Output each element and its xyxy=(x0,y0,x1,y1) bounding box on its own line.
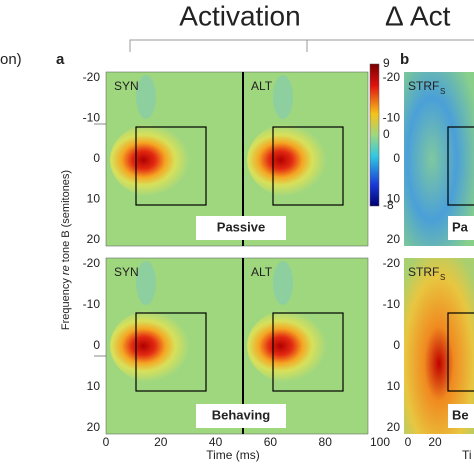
x-tick-label: 20 xyxy=(428,435,442,449)
fragment: on) xyxy=(0,51,22,68)
x-tick-label: 0 xyxy=(405,435,412,449)
x-tick-label: 100 xyxy=(370,435,390,449)
y-tick-label: -10 xyxy=(83,111,101,125)
bracket xyxy=(129,39,474,52)
condition: Behaving xyxy=(212,407,271,422)
blob xyxy=(110,308,206,384)
y-tick-label: -20 xyxy=(383,256,401,270)
y-tick-label: 0 xyxy=(93,151,100,165)
window-box xyxy=(272,312,344,392)
x-title: Ti xyxy=(462,448,472,462)
blob xyxy=(110,122,206,198)
y-tick-label: -20 xyxy=(383,70,401,84)
strf-sub: S xyxy=(440,273,445,282)
title-b: Δ Act xyxy=(385,0,451,31)
y-tick-label: 0 xyxy=(93,338,100,352)
faint xyxy=(273,261,293,305)
y-tick-label: 0 xyxy=(393,151,400,165)
x-title: Time (ms) xyxy=(206,448,260,462)
subpanel-label: SYN xyxy=(114,265,139,279)
y-tick-label: 20 xyxy=(87,420,101,434)
subpanel-label: ALT xyxy=(251,79,273,93)
condition-box xyxy=(448,216,474,240)
x-tick-label: 20 xyxy=(154,435,168,449)
x-tick-label: 40 xyxy=(209,435,223,449)
y-tick-label: -10 xyxy=(383,297,401,311)
blob xyxy=(247,122,343,198)
x-tick-label: 80 xyxy=(319,435,333,449)
y-tick-label: 10 xyxy=(387,192,401,206)
window-box xyxy=(135,312,207,392)
condition-box xyxy=(196,216,286,240)
colorbar xyxy=(369,63,380,207)
window-box xyxy=(447,126,474,206)
window-box xyxy=(135,126,207,206)
colorbar-label: 9 xyxy=(383,56,390,70)
y-tick-label: -20 xyxy=(83,256,101,270)
y-tick-label: 10 xyxy=(87,379,101,393)
panel-label: b xyxy=(400,51,409,68)
x-tick-label: 60 xyxy=(264,435,278,449)
condition-box xyxy=(448,404,474,428)
y-tick-label: -10 xyxy=(83,297,101,311)
y-tick-label: 10 xyxy=(87,192,101,206)
condition: Passive xyxy=(217,219,265,234)
blob xyxy=(247,308,343,384)
window-box xyxy=(447,312,474,392)
y-tick-label: 20 xyxy=(387,232,401,246)
y-tick-label: 10 xyxy=(387,379,401,393)
condition: Be xyxy=(452,407,469,422)
title: Activation xyxy=(179,0,300,31)
colorbar-label: -8 xyxy=(383,198,394,212)
strf-label: STRF xyxy=(408,79,439,93)
faint xyxy=(136,261,156,305)
faint xyxy=(136,75,156,119)
subpanel-label: ALT xyxy=(251,265,273,279)
y-tick-label: 20 xyxy=(387,420,401,434)
condition-box xyxy=(196,404,286,428)
strf-label: STRF xyxy=(408,265,439,279)
y-tick-label: -20 xyxy=(83,70,101,84)
faint xyxy=(273,75,293,119)
panel-label: a xyxy=(56,51,65,68)
window-box xyxy=(272,126,344,206)
strf-sub: S xyxy=(440,87,445,96)
y-tick-label: -10 xyxy=(383,111,401,125)
y-tick-label: 20 xyxy=(87,232,101,246)
condition: Pa xyxy=(452,219,469,234)
subpanel-label: SYN xyxy=(114,79,139,93)
y-tick-label: 0 xyxy=(393,338,400,352)
colorbar-label: 0 xyxy=(383,127,390,141)
y-title: Frequency re tone B (semitones) xyxy=(60,170,72,330)
x-tick-label: 0 xyxy=(103,435,110,449)
